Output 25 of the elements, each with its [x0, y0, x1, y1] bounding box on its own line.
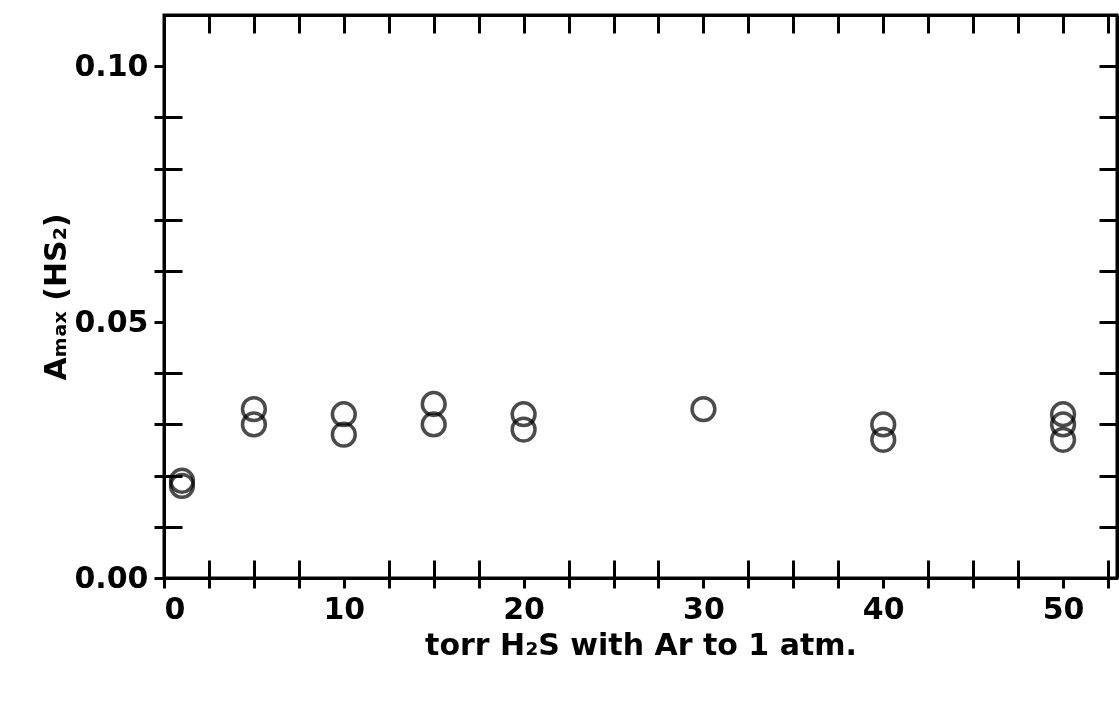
y-axis-title: Aₘₐₓ (HS₂) [38, 213, 74, 381]
point [330, 421, 357, 448]
x-tick-label: 50 [1042, 590, 1085, 626]
point [1049, 426, 1077, 453]
point [690, 395, 717, 423]
point [240, 395, 268, 423]
y-tick-label: 0.05 [74, 303, 149, 339]
y-tick-label: 0.10 [74, 47, 149, 83]
point [1049, 411, 1077, 438]
point [870, 426, 897, 453]
point [1049, 401, 1077, 428]
point [420, 411, 447, 438]
point [330, 401, 357, 428]
y-tick-label: 0.00 [74, 559, 149, 595]
x-axis-title: torr H₂S with Ar to 1 atm. [425, 626, 857, 662]
point [420, 390, 447, 418]
x-tick-label: 0 [164, 590, 186, 626]
point [240, 411, 268, 438]
x-tick-label: 10 [323, 590, 366, 626]
x-tick-label: 40 [862, 590, 905, 626]
point [510, 416, 537, 443]
x-tick-label: 30 [683, 590, 725, 626]
x-tick-label: 20 [503, 590, 545, 626]
point [870, 411, 897, 438]
point [510, 401, 537, 428]
